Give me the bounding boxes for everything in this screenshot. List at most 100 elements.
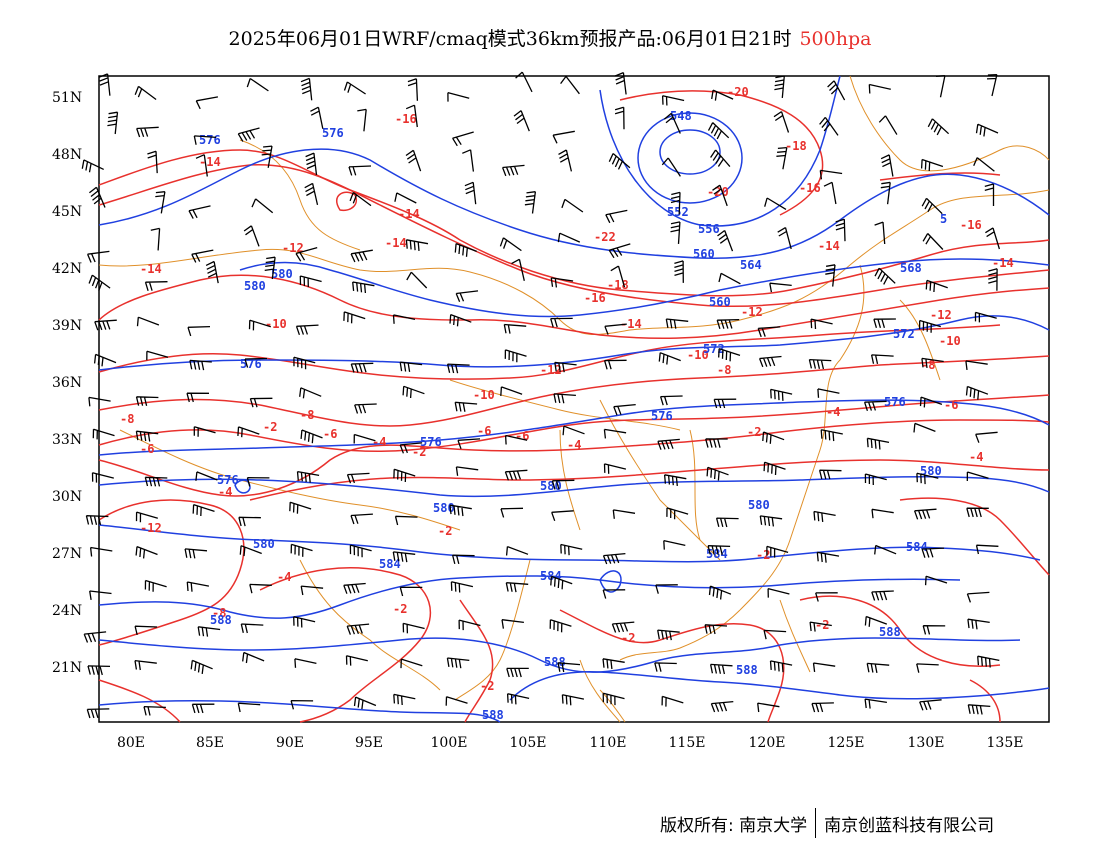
lat-label: 39N: [52, 318, 82, 334]
wind-barb: [670, 191, 681, 215]
height-label: 588: [210, 613, 232, 627]
wind-barb: [710, 700, 734, 713]
temp-label: -8: [120, 412, 134, 426]
lat-label: 51N: [52, 90, 82, 106]
wind-barb: [864, 615, 888, 627]
longitude-axis: 80E 85E 90E 95E 100E 105E 110E 115E 120E…: [117, 735, 1024, 751]
wind-barb: [655, 584, 678, 594]
wind-barb: [921, 547, 945, 558]
wind-barb: [935, 75, 946, 98]
wind-barb: [924, 575, 948, 586]
wind-barb: [920, 158, 944, 172]
wind-barb: [144, 579, 167, 592]
lon-label: 100E: [431, 735, 468, 751]
wind-barb: [186, 392, 210, 403]
wind-barb: [353, 696, 377, 710]
temp-label: -14: [620, 317, 642, 331]
wind-barb: [135, 511, 158, 523]
lat-label: 24N: [52, 603, 82, 619]
wind-barb: [549, 619, 572, 633]
wind-barb: [916, 663, 939, 673]
wind-barb: [863, 400, 887, 412]
wind-barb: [966, 591, 990, 603]
height-label: 580: [920, 464, 942, 478]
wind-barb: [446, 657, 470, 669]
wind-barb: [189, 359, 212, 371]
wind-barb: [818, 469, 842, 480]
wind-barb: [880, 181, 891, 205]
wind-barb: [713, 398, 737, 409]
wind-barb: [506, 693, 530, 705]
wind-barb: [766, 545, 789, 558]
wind-barb: [446, 363, 470, 374]
wind-barb: [503, 323, 527, 334]
wind-barb: [399, 442, 423, 454]
wind-barb: [195, 96, 219, 110]
wind-barb: [977, 655, 1000, 668]
wind-barb: [603, 463, 627, 474]
wind-barb: [604, 323, 627, 335]
wind-barb: [551, 510, 574, 522]
wind-barb: [405, 239, 429, 251]
wind-barb: [293, 616, 316, 628]
wind-barb: [759, 515, 783, 527]
wind-barb: [143, 705, 166, 716]
height-label: 564: [740, 258, 762, 272]
wind-barb: [506, 667, 529, 678]
wind-barb: [705, 438, 728, 448]
wind-barb: [665, 318, 689, 329]
wind-barb: [762, 431, 785, 444]
wind-barb: [873, 318, 896, 328]
temp-label: -10: [473, 388, 495, 402]
wind-barb: [767, 587, 790, 598]
lat-label: 27N: [52, 546, 82, 562]
wind-barb: [94, 319, 117, 331]
wind-barb: [868, 83, 891, 94]
wind-barb: [92, 428, 115, 440]
wind-barb: [712, 184, 728, 207]
copyright-footer: 版权所有: 南京大学 南京创蓝科技有限公司: [660, 808, 994, 838]
wind-barb: [819, 116, 839, 136]
wind-barb: [393, 693, 416, 706]
wind-barb: [984, 183, 995, 206]
wind-barb: [205, 260, 219, 284]
height-label: 584: [540, 569, 562, 583]
wind-barb: [550, 317, 573, 328]
wind-barb: [251, 198, 274, 214]
wind-barb: [659, 395, 683, 406]
wind-barb: [394, 192, 417, 204]
wind-barb: [966, 507, 989, 518]
wind-barb: [83, 631, 107, 643]
temp-label: -2: [412, 445, 426, 459]
title-level: 500hpa: [799, 28, 872, 50]
wind-barb: [866, 662, 890, 674]
height-labels: 576 576 548 552 556 560 564 568 580 580 …: [199, 109, 947, 722]
lat-label: 45N: [52, 204, 82, 220]
wind-barb: [561, 198, 584, 213]
lat-label: 42N: [52, 261, 82, 277]
temp-label: -2: [263, 420, 277, 434]
wind-barb: [135, 430, 159, 442]
wind-barb: [608, 153, 631, 170]
wind-barb: [661, 157, 681, 177]
wind-barb: [452, 131, 474, 147]
temp-label: -12: [140, 521, 162, 535]
wind-barb: [87, 665, 111, 676]
wind-barb: [558, 149, 573, 172]
wind-barb: [663, 474, 687, 486]
wind-barb: [614, 106, 625, 130]
wind-barb: [190, 659, 213, 674]
copyright-left: 版权所有: 南京大学: [660, 815, 808, 836]
height-label: 568: [900, 261, 922, 275]
lon-label: 90E: [276, 735, 304, 751]
temp-label: -18: [785, 139, 807, 153]
wind-barb: [614, 71, 627, 95]
wind-barb: [757, 326, 781, 338]
wind-barb: [874, 221, 886, 245]
temp-label: -14: [992, 256, 1014, 270]
wind-barbs: [81, 71, 1001, 719]
wind-barb: [501, 164, 525, 177]
wind-barb: [763, 461, 786, 476]
wind-barb: [717, 229, 734, 252]
wind-barb: [504, 434, 528, 445]
